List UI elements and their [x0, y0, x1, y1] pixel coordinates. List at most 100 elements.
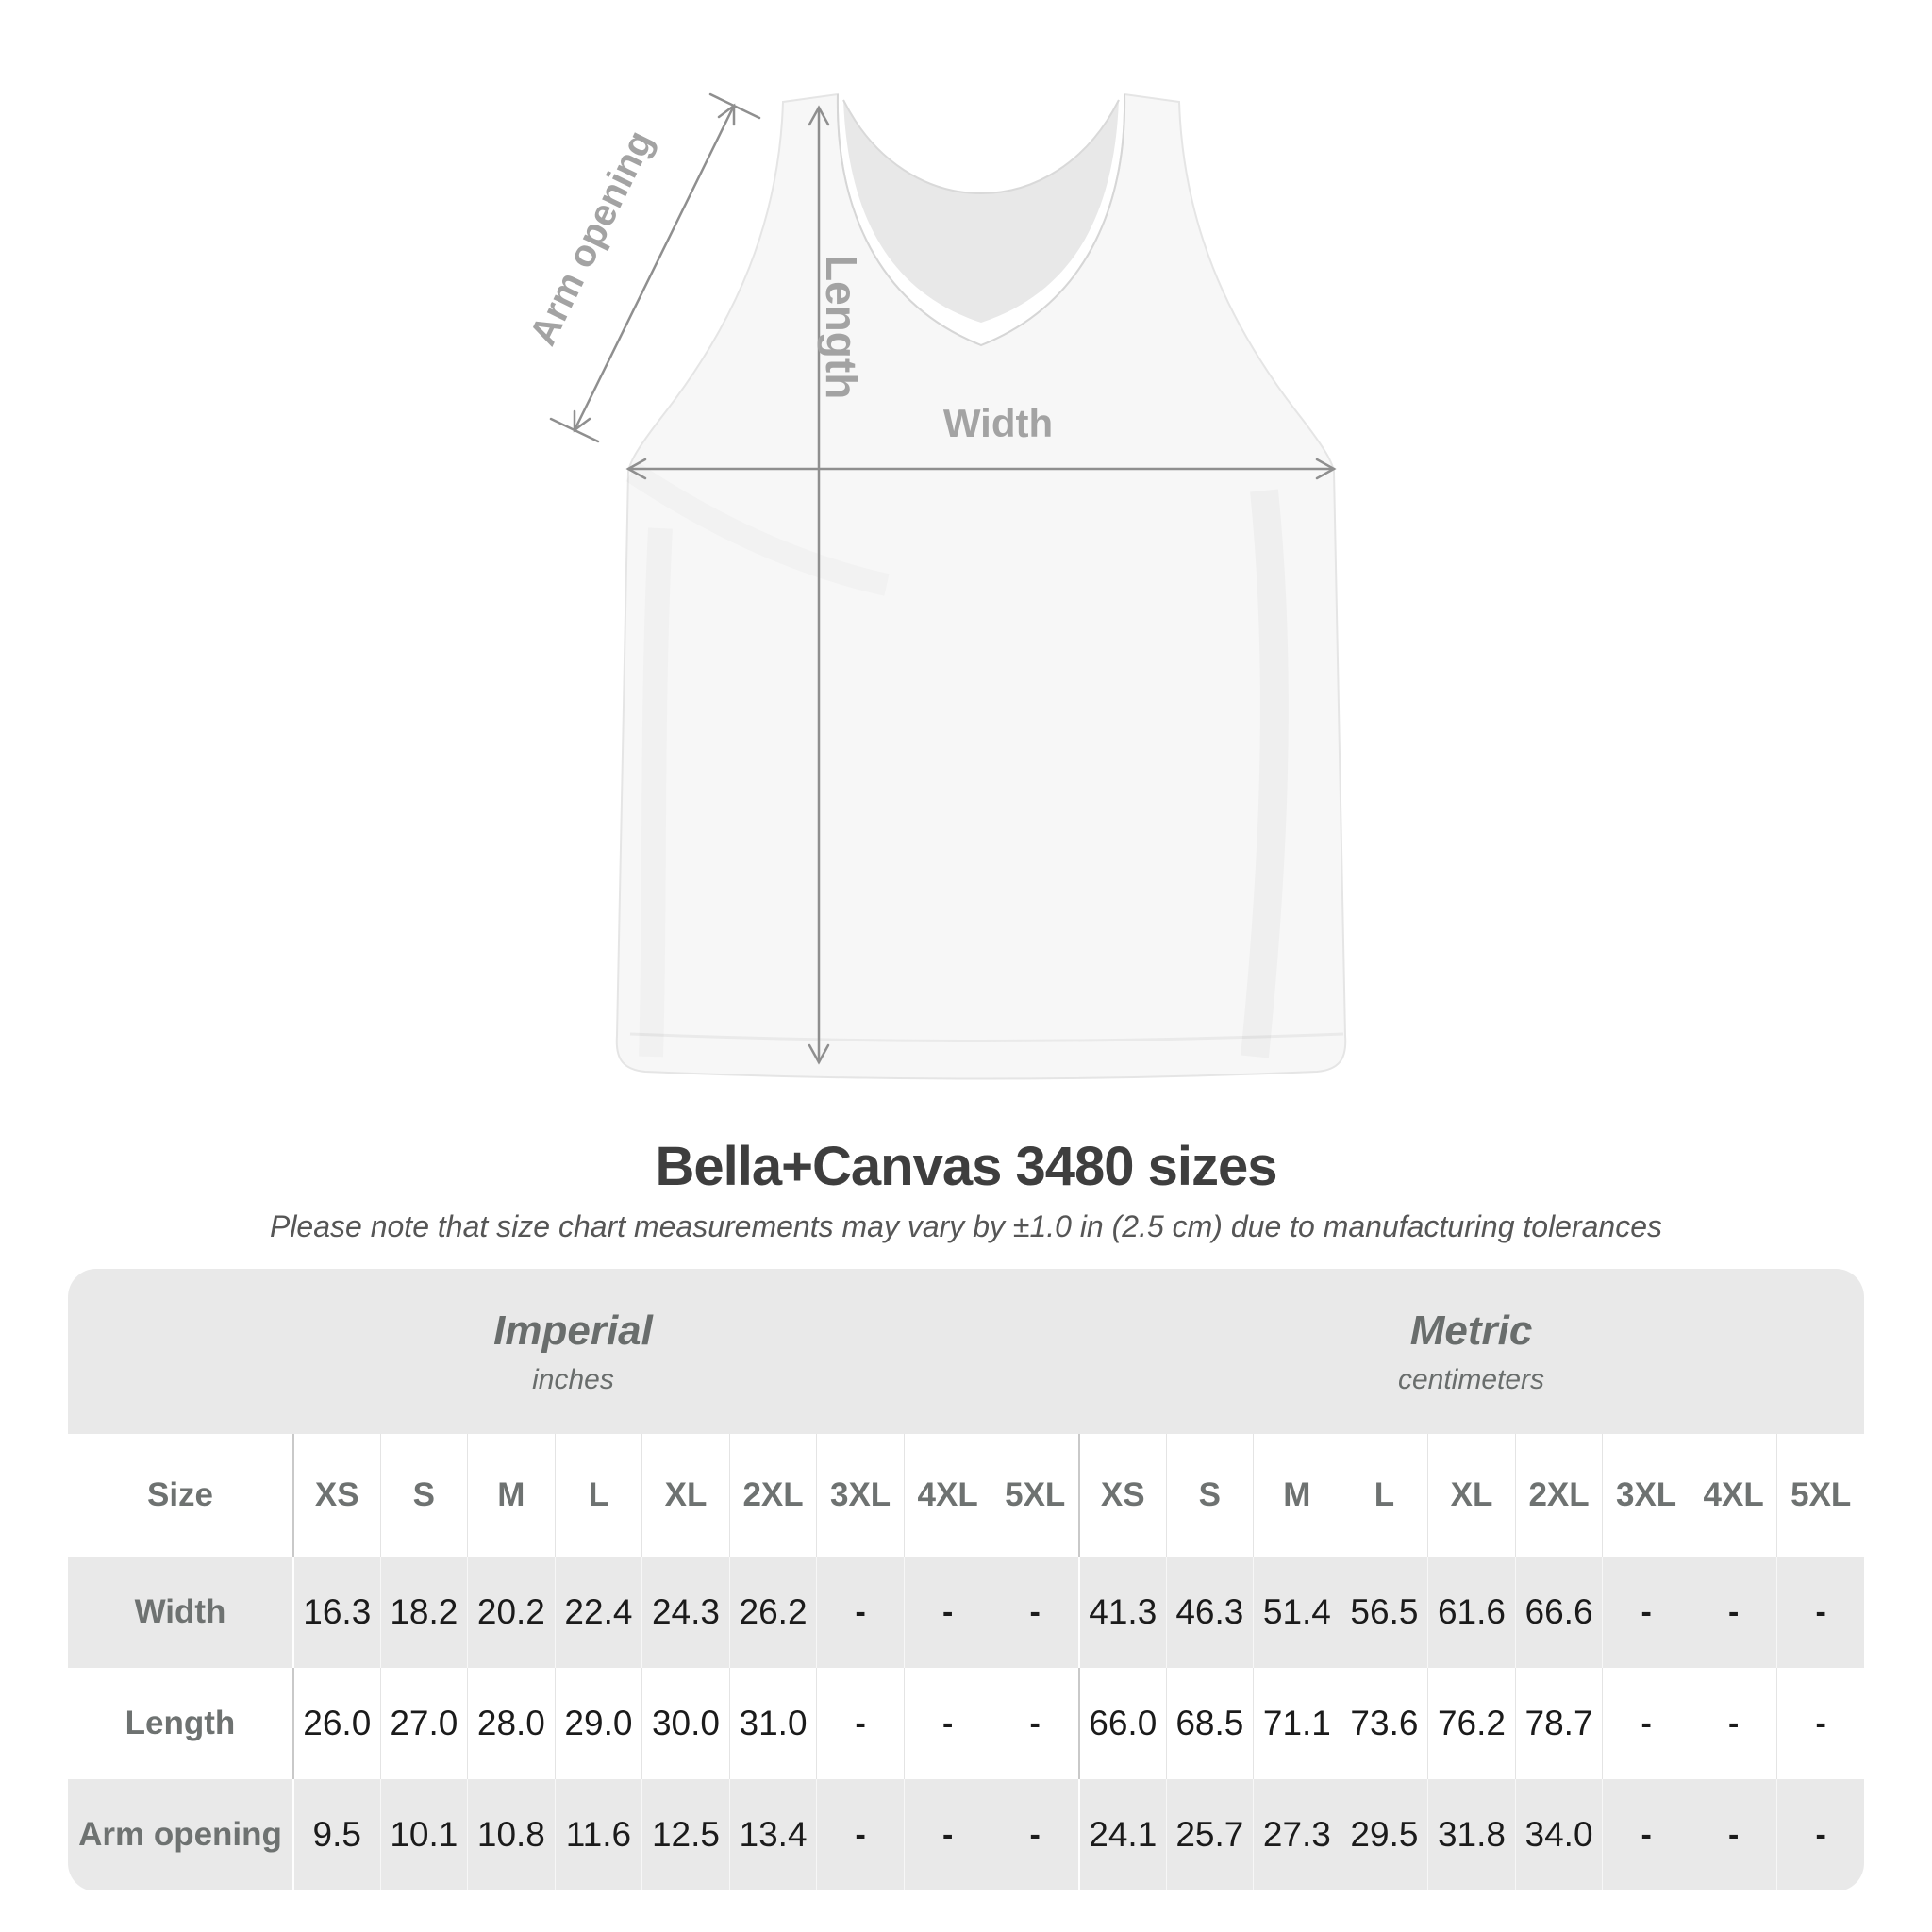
- value-cell: -: [816, 1779, 904, 1890]
- front-neckline-seam: [836, 93, 1126, 347]
- value-cell: 66.6: [1514, 1557, 1603, 1668]
- size-header-label: Size: [146, 1476, 214, 1513]
- value-cell: 78.7: [1514, 1668, 1603, 1779]
- value-cell: 31.8: [1427, 1779, 1515, 1890]
- row-label: Length: [125, 1705, 236, 1741]
- value-cell: 34.0: [1514, 1779, 1603, 1890]
- value-cell: 30.0: [641, 1668, 729, 1779]
- value-cell: 24.1: [1078, 1779, 1166, 1890]
- value-cell: 27.0: [379, 1668, 468, 1779]
- value-cell: -: [903, 1668, 991, 1779]
- page-title: Bella+Canvas 3480 sizes: [655, 1136, 1278, 1197]
- value-cell: -: [1776, 1668, 1864, 1779]
- value-cell: 51.4: [1253, 1557, 1341, 1668]
- value-cell: 68.5: [1165, 1668, 1254, 1779]
- value-cell: -: [991, 1779, 1078, 1890]
- table-group-imperial: Imperial inches: [68, 1269, 1078, 1434]
- length-label: Length: [817, 255, 866, 399]
- value-cell: -: [1602, 1668, 1690, 1779]
- value-cell: 66.0: [1078, 1668, 1166, 1779]
- value-cell: 10.1: [379, 1779, 468, 1890]
- size-column-header: 3XL: [816, 1434, 904, 1557]
- value-cell: 61.6: [1427, 1557, 1515, 1668]
- arm-opening-label: Arm opening: [522, 125, 661, 352]
- back-neckline-seam: [842, 99, 1120, 194]
- value-cell: 29.0: [554, 1668, 642, 1779]
- size-column-header: M: [1253, 1434, 1341, 1557]
- value-cell: 26.2: [728, 1557, 817, 1668]
- value-cell: 10.8: [467, 1779, 555, 1890]
- value-cell: 56.5: [1340, 1557, 1428, 1668]
- value-cell: 9.5: [292, 1779, 380, 1890]
- value-cell: -: [816, 1668, 904, 1779]
- value-cell: -: [991, 1557, 1078, 1668]
- group-sublabel: inches: [532, 1363, 614, 1395]
- value-cell: -: [1602, 1557, 1690, 1668]
- value-cell: 27.3: [1253, 1779, 1341, 1890]
- size-column-header: XS: [292, 1434, 380, 1557]
- group-sublabel: centimeters: [1397, 1363, 1545, 1395]
- size-column-header: XS: [1078, 1434, 1166, 1557]
- row-label: Arm opening: [78, 1816, 282, 1853]
- value-cell: 71.1: [1253, 1668, 1341, 1779]
- value-cell: 41.3: [1078, 1557, 1166, 1668]
- value-cell: 31.0: [728, 1668, 817, 1779]
- table-group-header-row: Imperial inches Metric centimeters: [68, 1269, 1864, 1434]
- value-cell: 11.6: [554, 1779, 642, 1890]
- value-cell: -: [1689, 1557, 1777, 1668]
- size-table: Imperial inches Metric centimeters Size XS S M L…: [68, 1269, 1864, 1891]
- size-column-header: S: [1165, 1434, 1254, 1557]
- value-cell: 12.5: [641, 1779, 729, 1890]
- value-cell: 24.3: [641, 1557, 729, 1668]
- value-cell: 20.2: [467, 1557, 555, 1668]
- value-cell: 46.3: [1165, 1557, 1254, 1668]
- value-cell: 26.0: [292, 1668, 380, 1779]
- size-column-header: 2XL: [1514, 1434, 1603, 1557]
- arm-opening-arrow: [549, 92, 761, 443]
- table-row-arm-opening: Arm opening 9.5 10.1 10.8 11.6 12.5 13.4- - -24.…: [68, 1779, 1864, 1890]
- value-cell: -: [816, 1557, 904, 1668]
- table-size-header-row: Size XS S M L XL 2XL 3XL 4XL 5XL XS S M L XL 2XL 3XL 4XL 5…: [68, 1434, 1864, 1557]
- group-title: Metric: [1409, 1307, 1533, 1354]
- size-column-header: L: [1340, 1434, 1428, 1557]
- group-title: Imperial: [493, 1307, 653, 1354]
- value-cell: -: [1776, 1557, 1864, 1668]
- value-cell: -: [991, 1668, 1078, 1779]
- value-cell: -: [1602, 1779, 1690, 1890]
- size-column-header: 5XL: [1776, 1434, 1864, 1557]
- size-column-header: S: [379, 1434, 468, 1557]
- size-column-header: M: [467, 1434, 555, 1557]
- fold-shadow-left: [651, 528, 660, 1057]
- size-column-header: 4XL: [903, 1434, 991, 1557]
- value-cell: -: [1776, 1779, 1864, 1890]
- size-column-header: L: [554, 1434, 642, 1557]
- value-cell: 22.4: [554, 1557, 642, 1668]
- size-column-header: 2XL: [728, 1434, 817, 1557]
- table-group-metric: Metric centimeters: [1078, 1269, 1864, 1434]
- length-arrow: [808, 105, 830, 1065]
- value-cell: 29.5: [1340, 1779, 1428, 1890]
- size-column-header: 5XL: [991, 1434, 1078, 1557]
- row-label: Width: [134, 1593, 226, 1630]
- size-column-header: 4XL: [1689, 1434, 1777, 1557]
- size-column-header: XL: [1427, 1434, 1515, 1557]
- hem-stitch-line: [629, 1032, 1344, 1042]
- value-cell: 28.0: [467, 1668, 555, 1779]
- width-label: Width: [943, 401, 1053, 445]
- value-cell: 73.6: [1340, 1668, 1428, 1779]
- value-cell: -: [1689, 1668, 1777, 1779]
- table-row-length: Length 26.0 27.0 28.0 29.0 30.0 31.0- - -66.0 68.…: [68, 1668, 1864, 1779]
- value-cell: 18.2: [379, 1557, 468, 1668]
- size-column-header: XL: [641, 1434, 729, 1557]
- value-cell: 25.7: [1165, 1779, 1254, 1890]
- size-column-header: 3XL: [1602, 1434, 1690, 1557]
- value-cell: -: [1689, 1779, 1777, 1890]
- width-arrow: [625, 458, 1337, 480]
- value-cell: 76.2: [1427, 1668, 1515, 1779]
- value-cell: 13.4: [728, 1779, 817, 1890]
- table-row-width: Width 16.3 18.2 20.2 22.4 24.3 26.2- - -41.3 46.3…: [68, 1557, 1864, 1668]
- page-subtitle: Please note that size chart measurements…: [269, 1209, 1663, 1243]
- value-cell: 16.3: [292, 1557, 380, 1668]
